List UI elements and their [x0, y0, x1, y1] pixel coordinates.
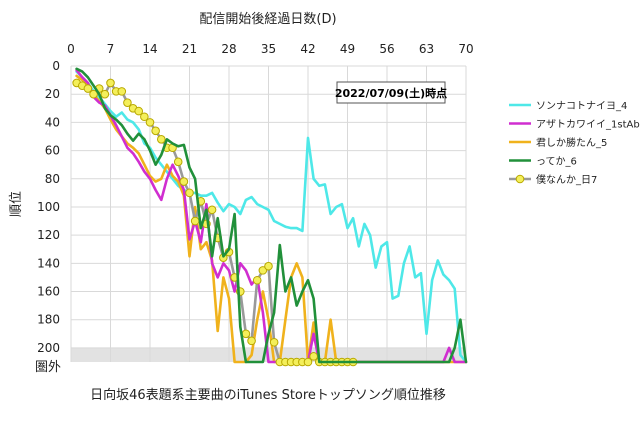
series-point [303, 357, 313, 367]
y-tick-label: 140 [37, 256, 60, 270]
legend-label: ってか_6 [536, 156, 577, 168]
series-point [264, 261, 273, 271]
series-point [134, 106, 144, 116]
series-point [241, 329, 251, 339]
legend-marker [515, 174, 525, 184]
x-tick-labels: 0 7 14 21 28 35 42 49 56 63 70 [67, 42, 473, 56]
y-tick-label: 180 [37, 313, 60, 327]
series-point [173, 157, 183, 167]
series-point [179, 177, 189, 186]
legend-label: アザトカワイイ_1stAb [536, 119, 640, 131]
x-tick-label: 7 [107, 42, 115, 56]
series-line-4 [75, 67, 468, 364]
y-tick-label: 100 [37, 200, 60, 214]
out-of-chart-label: 圏外 [35, 360, 61, 375]
annotation-box [336, 81, 446, 104]
y-tick-label: 60 [45, 144, 60, 158]
x-tick-label: 35 [261, 42, 276, 56]
x-tick-label: 0 [67, 42, 75, 56]
series-point [309, 352, 318, 361]
x-tick-label: 63 [419, 42, 434, 56]
legend: ソンナコトナイヨ_4 アザトカワイイ_1stAb 君しか勝たん_5 ってか_6 僕なんか… [509, 100, 640, 186]
x-tick-label: 21 [182, 42, 197, 56]
y-tick-label: 120 [37, 228, 60, 242]
legend-label: 僕なんか_日7 [536, 173, 597, 186]
y-axis-title: 順位 [9, 191, 24, 217]
series-point [117, 87, 127, 96]
annotation-text: 2022/07/09(土)時点 [335, 86, 447, 100]
x-tick-label: 70 [458, 42, 473, 56]
series-point [258, 266, 268, 275]
annotation: 2022/07/09(土)時点 [335, 81, 447, 104]
series-point [145, 118, 155, 127]
series-point [247, 336, 256, 346]
x-tick-label: 42 [300, 42, 315, 56]
legend-label: ソンナコトナイヨ_4 [536, 100, 627, 112]
y-tick-labels: 0 20 40 60 80 100 120 140 160 180 200 [37, 59, 60, 355]
legend-label: 君しか勝たん_5 [536, 136, 607, 149]
series-point [89, 89, 98, 99]
y-tick-label: 0 [52, 59, 60, 73]
y-tick-label: 200 [37, 341, 60, 355]
series-point [106, 78, 115, 88]
series-point [269, 337, 279, 347]
series-point [123, 98, 132, 107]
series-point [185, 188, 194, 198]
y-tick-label: 80 [45, 172, 60, 186]
series-point [151, 126, 160, 136]
x-tick-label: 28 [221, 42, 236, 56]
series-point [190, 216, 200, 226]
series-point [252, 275, 262, 285]
chart-caption: 日向坂46表題系主要曲のiTunes Storeトップソング順位推移 [90, 387, 446, 403]
series-point [83, 84, 93, 93]
y-tick-label: 40 [45, 115, 60, 129]
y-tick-label: 20 [45, 87, 60, 101]
y-tick-label: 160 [37, 285, 60, 299]
series-point [140, 112, 149, 122]
x-tick-label: 14 [142, 42, 157, 56]
series-lines [72, 67, 468, 367]
series-point [156, 134, 166, 144]
series-point [100, 89, 110, 99]
series-point [207, 205, 217, 215]
x-axis-title: 配信開始後経過日数(D) [199, 12, 336, 27]
x-tick-label: 49 [340, 42, 355, 56]
x-tick-label: 56 [379, 42, 394, 56]
